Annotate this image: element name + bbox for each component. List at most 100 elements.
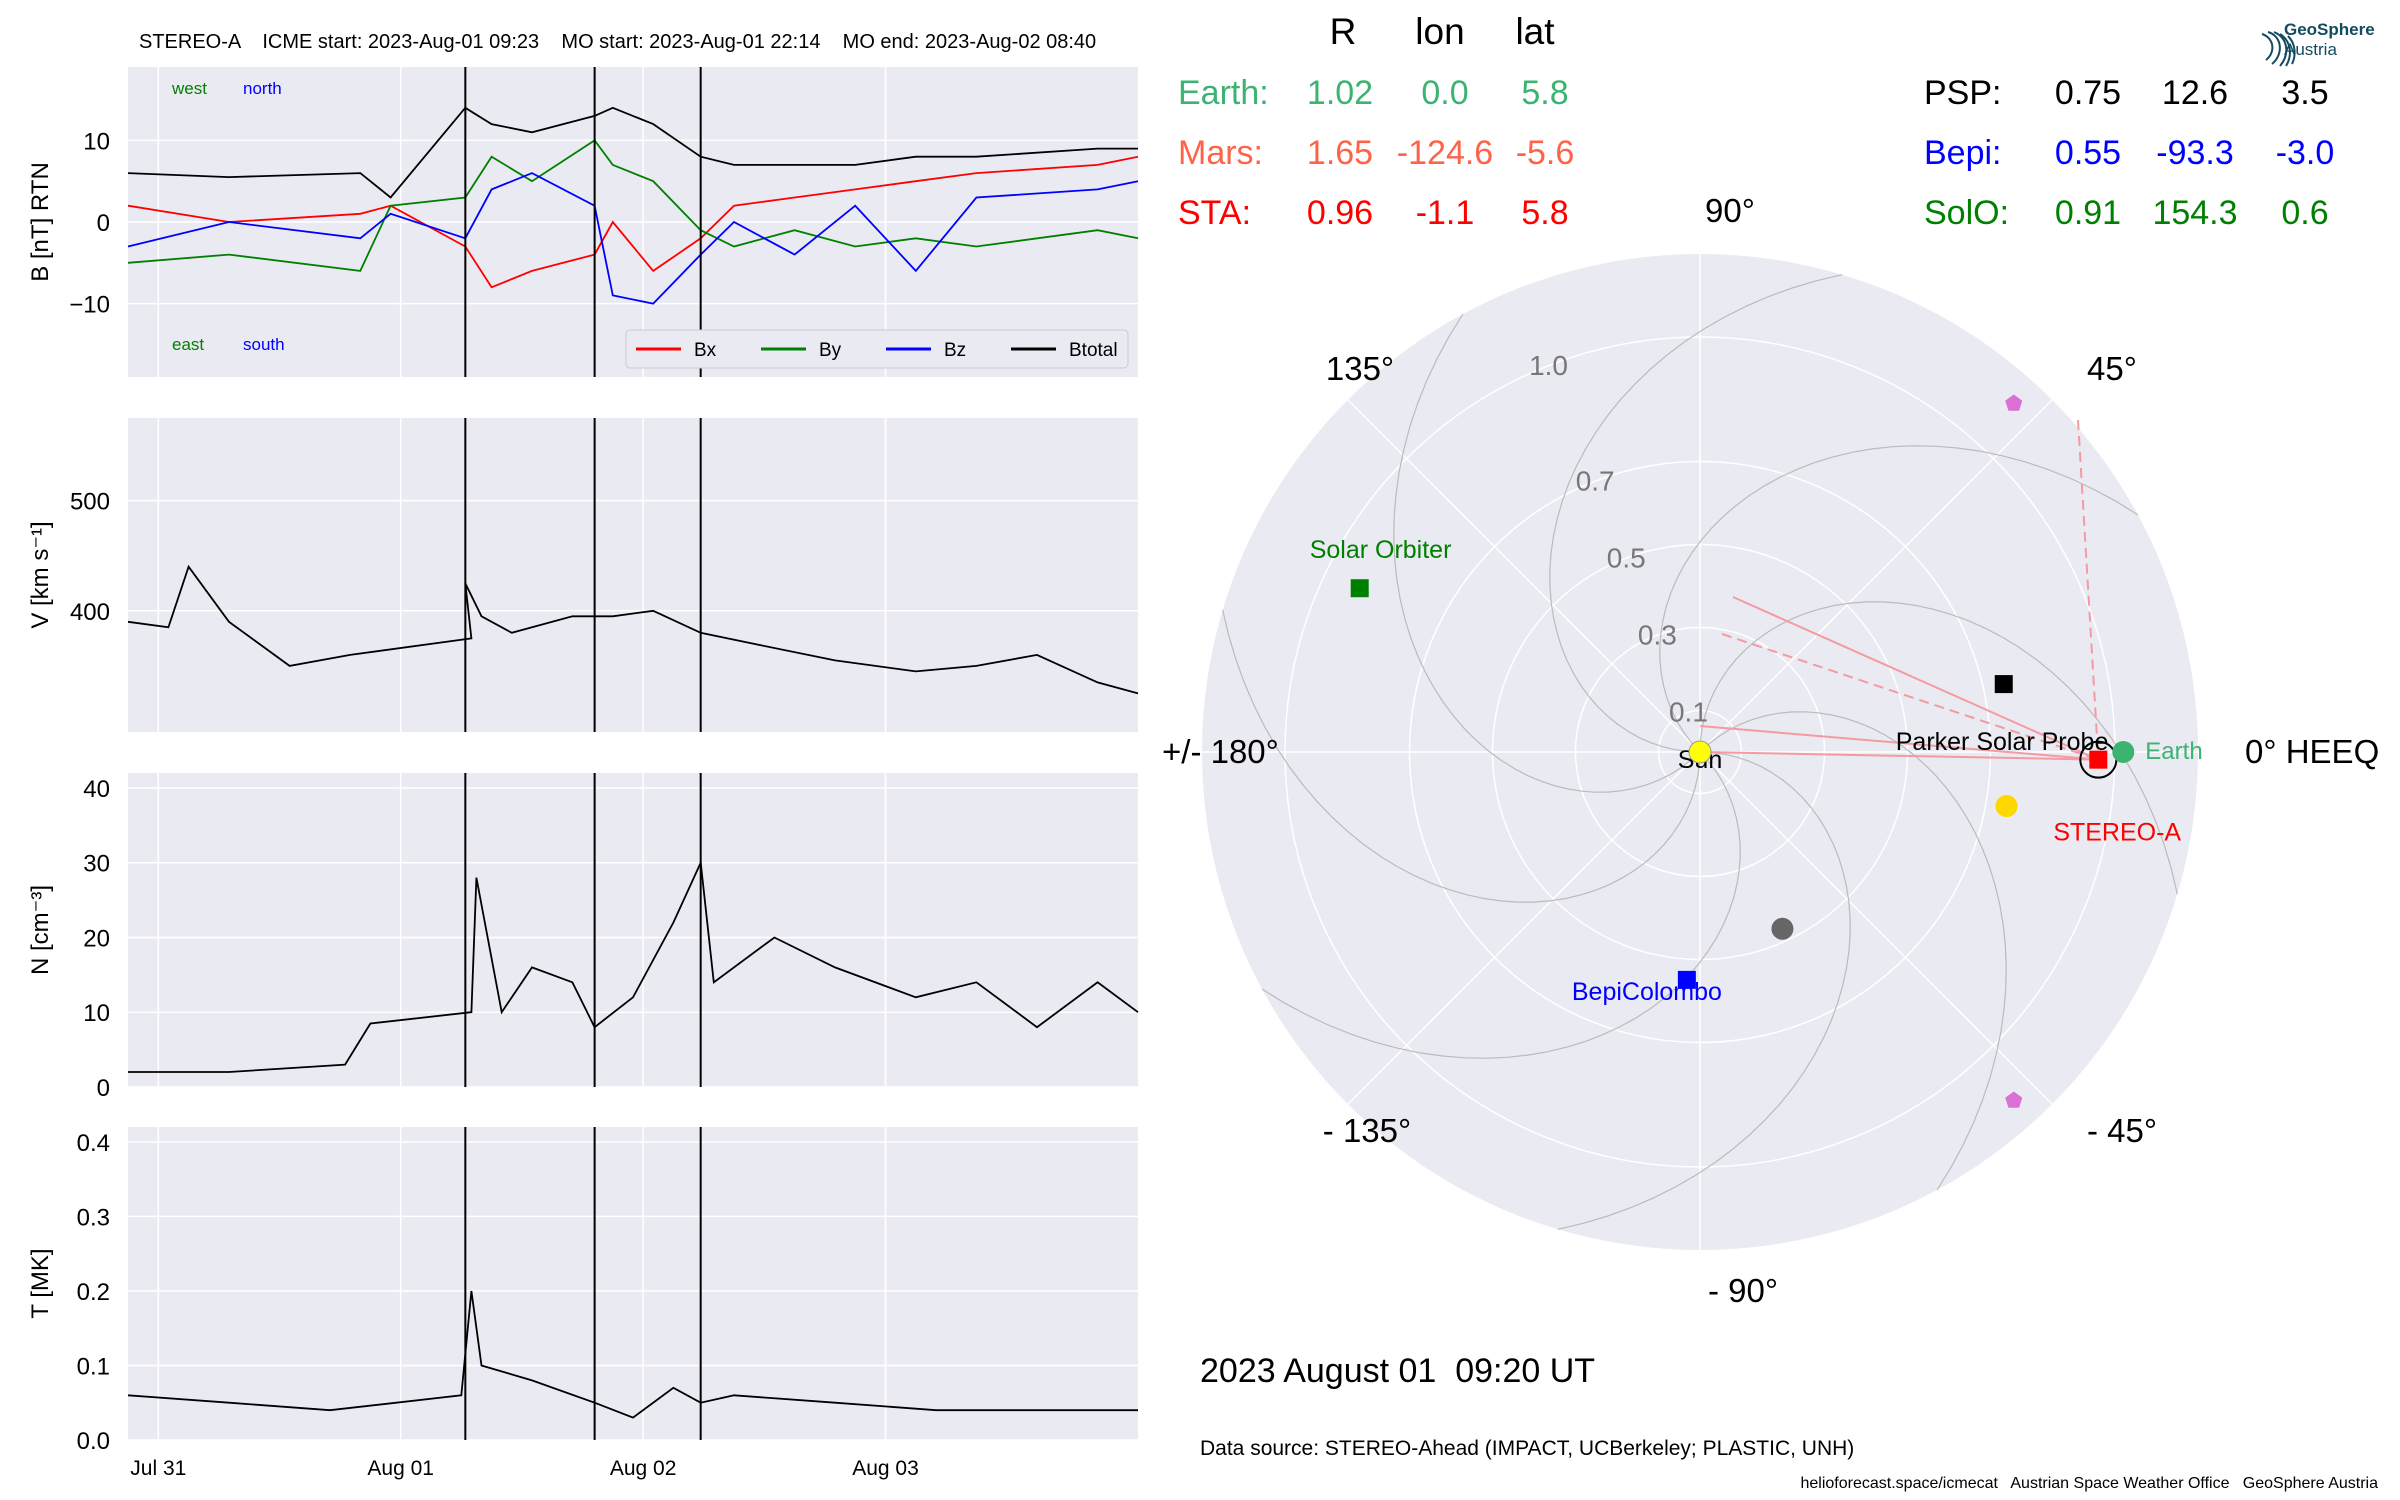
right_rows-R-1: 0.55 (2055, 134, 2121, 172)
series-T-t (127, 1290, 1138, 1419)
b-legend-box (625, 329, 1129, 369)
panel-N-ytick-2: 20 (83, 925, 110, 952)
panel-bg-N (128, 773, 1138, 1087)
footer-credits: helioforecast.space/icmecat Austrian Spa… (1801, 1475, 2379, 1492)
panel-B-ytick-0: 10 (83, 128, 110, 155)
right_rows-lat-1: -3.0 (2276, 134, 2335, 172)
right_rows-R-2: 0.91 (2055, 194, 2121, 232)
parker-spiral-6 (1222, 609, 1701, 903)
cme-front-line-2 (1721, 633, 2099, 761)
marker-3 (2005, 1091, 2023, 1108)
right_rows-R-0: 0.75 (2055, 74, 2121, 112)
geosphere-logo: GeoSphere Austria (2261, 20, 2375, 67)
radial-label-0: 1.0 (1529, 350, 1568, 381)
angle-spoke-225 (1347, 751, 1701, 1105)
panel-V-ytick-1: 400 (70, 599, 110, 626)
x-tick-2: Aug 02 (610, 1457, 677, 1480)
series-B-btotal (127, 106, 1138, 199)
event-header: STEREO-A ICME start: 2023-Aug-01 09:23 M… (139, 31, 1096, 53)
panel-B: 10 0 −10 B [nT] RTN (27, 67, 1139, 377)
right_rows-lon-1: -93.3 (2156, 134, 2234, 172)
panel-V: 500 400 V [km s⁻¹] (27, 418, 1139, 732)
cme-front-line-4 (1699, 751, 2099, 761)
annot-west: west (171, 79, 207, 98)
left_rows-R-2: 0.96 (1307, 194, 1373, 232)
annot-south: south (243, 335, 285, 354)
panel-B-ytick-1: 0 (97, 210, 110, 237)
panel-N-ytick-3: 10 (83, 1000, 110, 1027)
parker-spiral-0 (1557, 751, 1851, 1230)
annot-east: east (172, 335, 204, 354)
body-marker-earth (2112, 741, 2135, 763)
legend-label-btotal: Btotal (1069, 340, 1118, 361)
panel-N-ytick-1: 30 (83, 851, 110, 878)
panel-bg-T (128, 1127, 1138, 1440)
panel-N-ylabel: N [cm⁻³] (27, 885, 54, 975)
radial-label-4: 0.1 (1669, 697, 1708, 728)
panel-T-ytick-0: 0.4 (77, 1130, 110, 1157)
panel-N: 40 30 20 10 0 N [cm⁻³] (27, 773, 1139, 1102)
angle-label-a180: +/- 180° (1162, 733, 1279, 770)
left_rows-lon-1: -124.6 (1397, 134, 1493, 172)
series-B-by (127, 139, 1139, 272)
panel-N-ytick-0: 40 (83, 776, 110, 803)
right_rows-lon-0: 12.6 (2162, 74, 2228, 112)
table-header-1: lon (1415, 11, 1464, 52)
polar-position-plot: 1.0 0.7 0.5 0.3 0.1 90° 45° 0° HEEQ - 45° - 90° - … (1162, 192, 2379, 1309)
radial-label-2: 0.5 (1607, 543, 1646, 574)
angle-label-a0: 0° HEEQ (2245, 733, 2379, 770)
left_rows-lat-2: 5.8 (1521, 194, 1568, 232)
angle-label-a90: 90° (1705, 192, 1755, 229)
annot-north: north (243, 79, 282, 98)
body-label-bepicolombo: BepiColombo (1572, 978, 1722, 1006)
angle-spoke-45 (1699, 399, 2053, 753)
table-header-0: R (1330, 11, 1357, 52)
geosphere-logo-mark (2261, 31, 2296, 67)
parker-spiral-7 (1261, 751, 1741, 1059)
right_rows-name-1: Bepi: (1924, 134, 2002, 172)
legend-label-bz: Bz (944, 340, 966, 361)
left_rows-lat-1: -5.6 (1516, 134, 1575, 172)
series-N-n (128, 859, 1139, 1073)
datasource-label: Data source: STEREO-Ahead (IMPACT, UCBer… (1200, 1437, 1854, 1460)
series-V-v (127, 564, 1139, 695)
panel-V-ylabel: V [km s⁻¹] (27, 521, 54, 628)
legend-label-by: By (819, 340, 842, 361)
parker-spiral-3 (1659, 445, 2139, 753)
angle-label-am45: - 45° (2087, 1112, 2157, 1149)
marker-2 (2005, 394, 2023, 411)
left_rows-R-0: 1.02 (1307, 74, 1373, 112)
cme-front-line-5 (2077, 419, 2100, 760)
body-marker-parker-solar-probe (1994, 675, 2013, 694)
date-label: 2023 August 01 09:20 UT (1200, 1352, 1595, 1390)
parker-spiral-1 (1699, 711, 2007, 1191)
radial-label-1: 0.7 (1576, 466, 1615, 497)
panel-T-ytick-3: 0.1 (77, 1353, 110, 1380)
right_rows-name-2: SolO: (1924, 194, 2009, 232)
right_rows-name-0: PSP: (1924, 74, 2001, 112)
left_rows-name-0: Earth: (1178, 74, 1269, 112)
b-legend: Bx By Bz Btotal (625, 329, 1129, 369)
right_rows-lon-2: 154.3 (2152, 194, 2237, 232)
body-marker-stereo-a (2089, 750, 2108, 769)
logo-line1: GeoSphere (2284, 20, 2375, 39)
body-label-stereo-a: STEREO-A (2053, 819, 2181, 847)
angle-spoke-315 (1699, 751, 2053, 1105)
angle-label-a135: 135° (1326, 350, 1394, 387)
body-marker-solar-orbiter (1350, 579, 1369, 598)
left_rows-lon-0: 0.0 (1421, 74, 1468, 112)
left_rows-R-1: 1.65 (1307, 134, 1373, 172)
right_rows-lat-2: 0.6 (2281, 194, 2328, 232)
panel-B-ytick-2: −10 (69, 292, 110, 319)
legend-label-bx: Bx (694, 340, 717, 361)
cme-front-line-1 (1732, 596, 2099, 761)
left_rows-name-1: Mars: (1178, 134, 1263, 172)
angle-label-am90: - 90° (1708, 1272, 1778, 1309)
angle-spoke-135 (1347, 399, 1701, 753)
right_rows-lat-0: 3.5 (2281, 74, 2328, 112)
x-tick-1: Aug 01 (367, 1457, 434, 1480)
cme-front-line-3 (1699, 725, 2099, 761)
panel-V-ytick-0: 500 (70, 489, 110, 516)
body-label-parker-solar-probe: Parker Solar Probe (1896, 728, 2109, 756)
parker-spiral-4 (1549, 274, 1843, 753)
